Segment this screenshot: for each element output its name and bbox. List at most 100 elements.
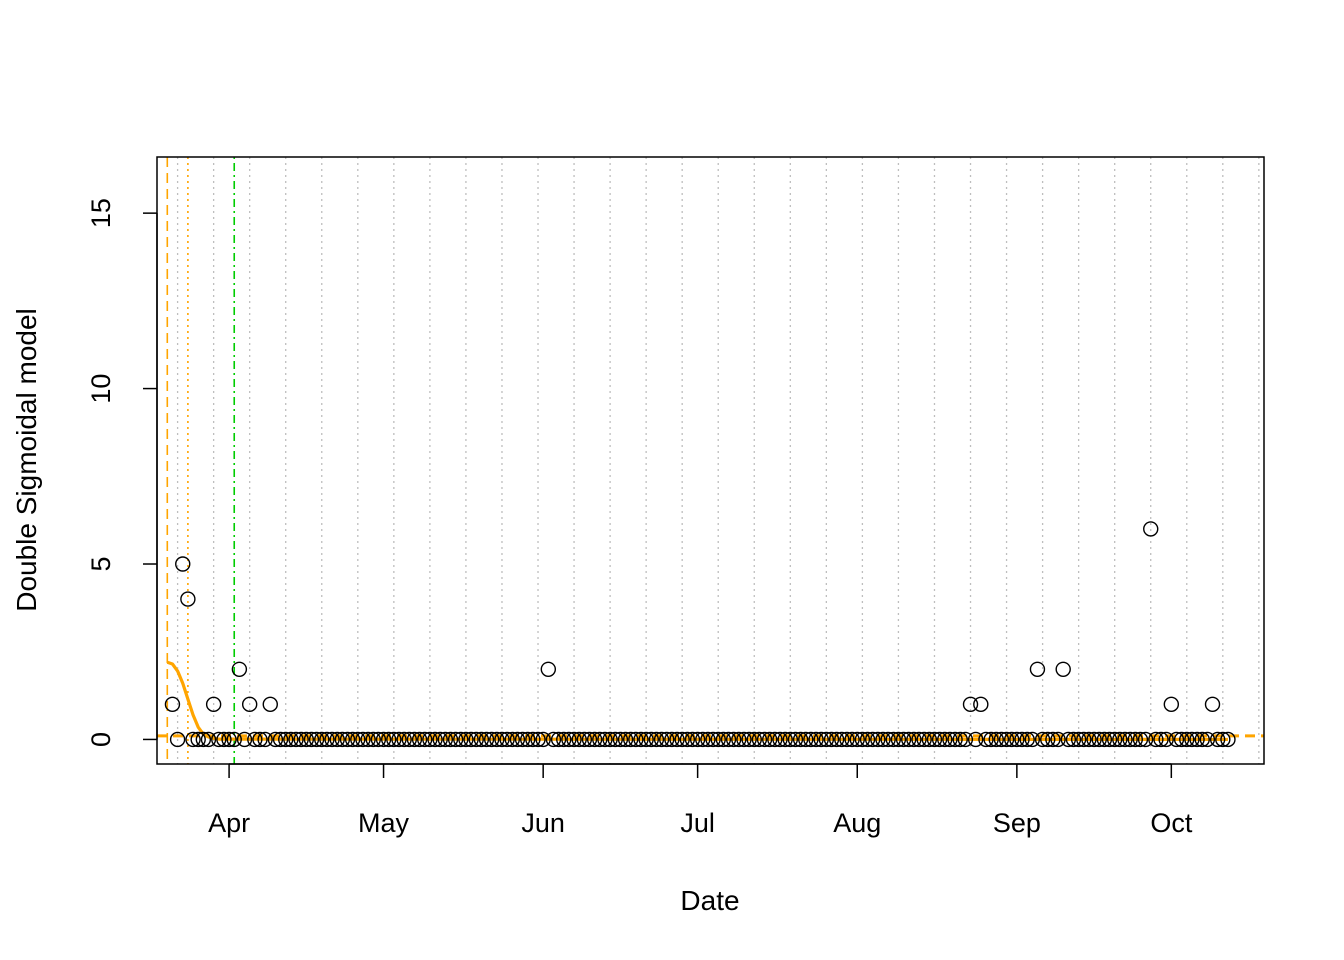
data-point [1173, 731, 1190, 748]
data-point [1040, 731, 1056, 748]
data-point [1101, 731, 1118, 748]
data-point [1132, 731, 1149, 748]
grid-lines [176, 157, 1260, 764]
data-point [380, 731, 397, 748]
data-point [988, 731, 1004, 748]
data-point [1179, 731, 1195, 748]
data-point [195, 731, 212, 748]
data-point [1137, 731, 1154, 748]
data-point [1004, 731, 1020, 748]
data-point [792, 731, 809, 748]
data-point [571, 731, 587, 748]
data-point [272, 731, 289, 748]
x-tick-label: Jun [521, 808, 565, 838]
data-point [1065, 731, 1082, 748]
data-point [180, 591, 196, 607]
data-point [1081, 731, 1097, 748]
data-point [427, 731, 443, 748]
y-tick-label: 10 [86, 374, 116, 404]
y-tick-label: 0 [86, 732, 116, 747]
data-point [777, 731, 793, 748]
data-point [525, 731, 541, 748]
data-point [880, 731, 896, 748]
data-point [885, 731, 901, 748]
data-point [1122, 731, 1138, 748]
data-point [952, 731, 968, 748]
y-axis: 0 5 10 15 [86, 198, 158, 747]
data-point [895, 731, 912, 748]
data-point [530, 731, 546, 748]
data-point [973, 696, 989, 713]
data-point [1029, 661, 1046, 677]
data-point [1127, 731, 1143, 748]
data-point [715, 731, 732, 748]
data-point [241, 696, 258, 713]
data-point [344, 731, 361, 748]
data-point [772, 731, 788, 748]
data-point [231, 661, 248, 677]
data-point [437, 731, 454, 748]
data-point [695, 731, 711, 748]
data-point [164, 696, 181, 713]
data-point [463, 731, 479, 748]
data-point [1168, 731, 1185, 748]
data-point [684, 731, 701, 748]
reference-lines [157, 157, 1264, 764]
data-point [1143, 521, 1159, 537]
data-point [252, 731, 268, 748]
data-point [741, 731, 757, 748]
data-point [1163, 696, 1180, 713]
data-point [669, 731, 685, 748]
data-point [849, 731, 865, 748]
data-point [432, 731, 448, 748]
data-point [211, 731, 227, 748]
data-point [169, 731, 186, 748]
data-point [561, 731, 577, 748]
data-point [957, 731, 974, 748]
x-tick-label: Aug [833, 808, 881, 838]
data-point [628, 731, 644, 748]
data-point [200, 731, 217, 748]
data-point [875, 731, 891, 748]
data-point [787, 731, 804, 748]
data-point [355, 731, 371, 748]
fit-curve-layer [166, 660, 1228, 742]
data-point [411, 731, 428, 748]
x-tick-label: Oct [1150, 808, 1193, 838]
data-point [864, 731, 881, 748]
data-point [504, 731, 520, 748]
data-point [731, 731, 747, 748]
data-point [175, 556, 191, 572]
data-point [1184, 731, 1200, 748]
data-point [767, 731, 783, 748]
data-point [540, 661, 557, 677]
data-point [942, 731, 958, 748]
x-tick-label: Sep [993, 808, 1041, 838]
data-point [293, 731, 309, 748]
data-point [1117, 731, 1133, 748]
data-point [911, 731, 927, 748]
data-point [710, 731, 726, 748]
data-point [870, 731, 886, 748]
data-point [1014, 731, 1030, 748]
data-point [798, 731, 814, 748]
data-point [453, 731, 469, 748]
data-point [499, 731, 515, 748]
data-point [442, 731, 459, 748]
data-point [205, 696, 222, 713]
data-point [839, 731, 855, 748]
data-point [967, 731, 984, 748]
data-point [391, 731, 407, 748]
data-point [1153, 731, 1169, 748]
data-point [216, 731, 232, 748]
x-axis: Apr May Jun Jul Aug Sep Oct [208, 763, 1193, 838]
data-point [844, 731, 860, 748]
data-point [458, 731, 474, 748]
data-point [370, 731, 387, 748]
data-point [283, 731, 299, 748]
data-point [1086, 731, 1102, 748]
y-tick-label: 5 [86, 556, 116, 571]
data-point [422, 731, 438, 748]
data-point [262, 696, 278, 713]
data-point [1096, 731, 1113, 748]
